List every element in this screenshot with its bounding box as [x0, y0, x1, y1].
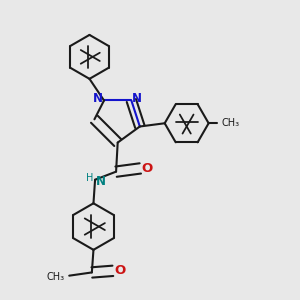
- Text: N: N: [93, 92, 103, 105]
- Text: CH₃: CH₃: [222, 118, 240, 128]
- Text: CH₃: CH₃: [46, 272, 64, 282]
- Text: N: N: [132, 92, 142, 105]
- Text: N: N: [96, 175, 106, 188]
- Text: O: O: [142, 162, 153, 175]
- Text: O: O: [114, 264, 126, 277]
- Text: H: H: [86, 173, 94, 183]
